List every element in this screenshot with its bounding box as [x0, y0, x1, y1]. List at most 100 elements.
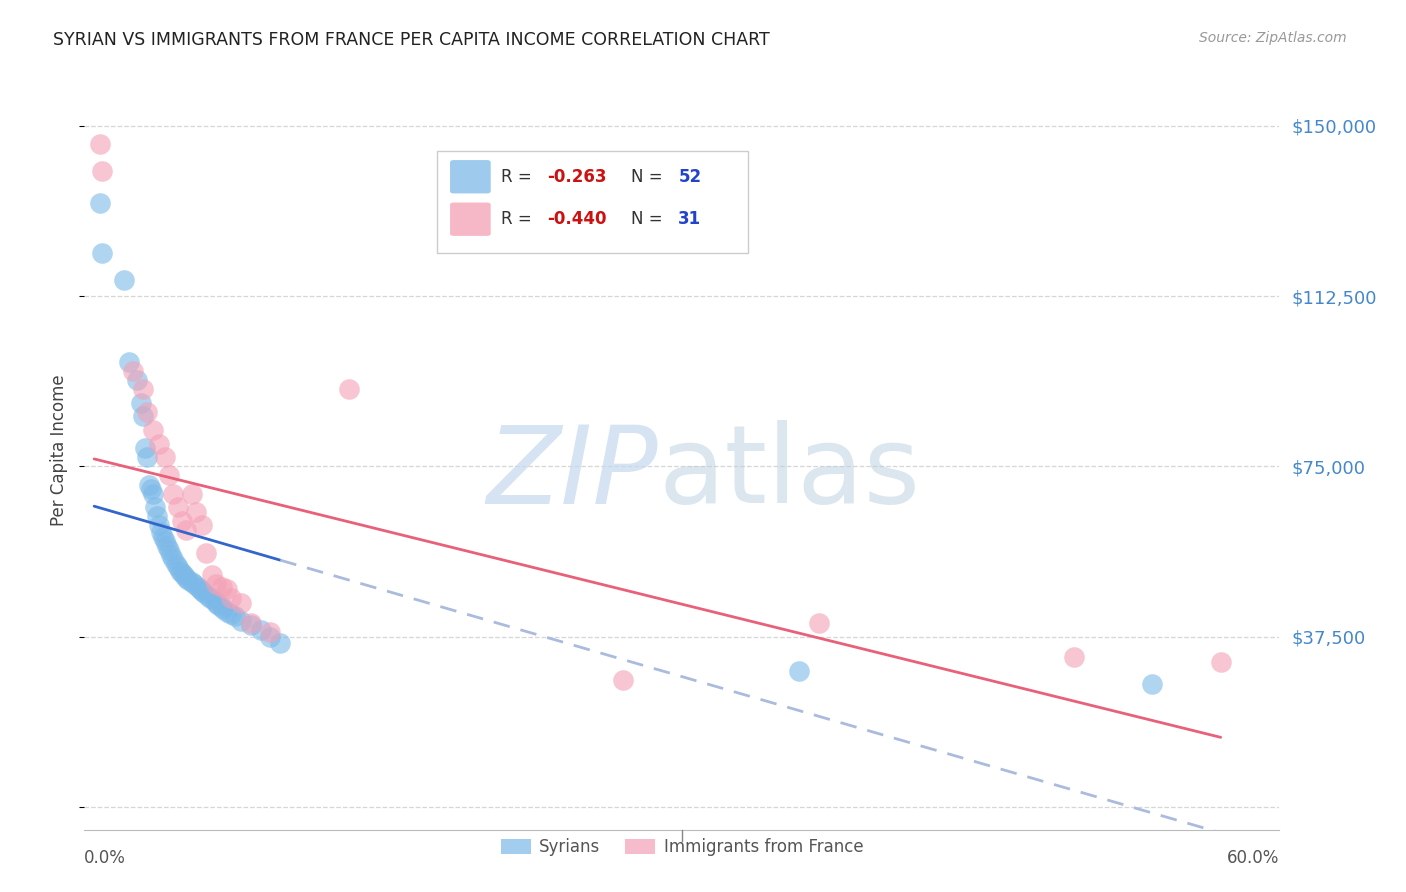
Point — [132, 382, 155, 396]
Text: 52: 52 — [678, 168, 702, 186]
Point — [172, 566, 194, 580]
Point — [142, 486, 165, 500]
Point — [259, 630, 281, 644]
Point — [177, 573, 200, 587]
Point — [1209, 655, 1232, 669]
Point — [224, 609, 246, 624]
Point — [187, 580, 209, 594]
Point — [157, 468, 180, 483]
Point — [143, 500, 166, 515]
Point — [148, 518, 170, 533]
Point — [173, 568, 195, 582]
Text: -0.263: -0.263 — [547, 168, 606, 186]
Point — [197, 589, 219, 603]
Text: 0.0%: 0.0% — [84, 848, 127, 866]
Point — [198, 591, 221, 605]
Point — [211, 600, 233, 615]
Point — [136, 450, 159, 465]
Point — [157, 543, 180, 558]
Text: SYRIAN VS IMMIGRANTS FROM FRANCE PER CAPITA INCOME CORRELATION CHART: SYRIAN VS IMMIGRANTS FROM FRANCE PER CAP… — [53, 31, 770, 49]
Point — [112, 273, 135, 287]
Text: R =: R = — [502, 168, 537, 186]
Y-axis label: Per Capita Income: Per Capita Income — [51, 375, 69, 526]
Point — [191, 584, 214, 599]
Point — [221, 591, 243, 605]
Text: R =: R = — [502, 211, 537, 228]
Point — [89, 136, 111, 151]
Point — [194, 546, 217, 560]
Point — [136, 405, 159, 419]
Legend: Syrians, Immigrants from France: Syrians, Immigrants from France — [494, 831, 870, 863]
Point — [183, 577, 205, 591]
Point — [207, 598, 229, 612]
Point — [142, 423, 165, 437]
Text: Source: ZipAtlas.com: Source: ZipAtlas.com — [1199, 31, 1347, 45]
Point — [212, 602, 235, 616]
FancyBboxPatch shape — [450, 202, 491, 235]
Point — [174, 571, 197, 585]
Point — [139, 482, 162, 496]
Point — [146, 509, 169, 524]
Text: 31: 31 — [678, 211, 702, 228]
Point — [162, 552, 184, 566]
Point — [148, 436, 170, 450]
Point — [249, 623, 271, 637]
Point — [153, 450, 176, 465]
Point — [172, 514, 194, 528]
Point — [167, 500, 190, 515]
Point — [191, 518, 214, 533]
Point — [259, 625, 281, 640]
Point — [239, 615, 262, 630]
Point — [204, 596, 226, 610]
FancyBboxPatch shape — [437, 151, 748, 253]
Text: ZIP: ZIP — [486, 421, 658, 525]
Point — [118, 355, 141, 369]
FancyBboxPatch shape — [450, 160, 491, 194]
Point — [89, 196, 111, 211]
Point — [217, 605, 239, 619]
Point — [201, 568, 224, 582]
Point — [229, 614, 252, 628]
Text: -0.440: -0.440 — [547, 211, 606, 228]
Point — [612, 673, 634, 687]
Point — [337, 382, 360, 396]
Point — [789, 664, 811, 678]
Point — [169, 564, 191, 578]
Point — [156, 539, 179, 553]
Text: N =: N = — [630, 211, 668, 228]
Point — [174, 523, 197, 537]
Point — [149, 525, 172, 540]
Point — [152, 530, 174, 544]
Point — [122, 364, 145, 378]
Point — [91, 246, 114, 260]
Point — [211, 580, 233, 594]
Point — [184, 505, 207, 519]
Point — [181, 575, 204, 590]
Point — [217, 582, 239, 596]
Point — [162, 486, 184, 500]
Point — [239, 618, 262, 632]
Point — [188, 582, 211, 596]
Point — [229, 596, 252, 610]
Point — [167, 560, 190, 574]
Text: 60.0%: 60.0% — [1227, 848, 1279, 866]
Point — [181, 486, 204, 500]
Point — [269, 636, 291, 650]
Text: atlas: atlas — [658, 420, 920, 526]
Point — [91, 164, 114, 178]
Point — [153, 534, 176, 549]
Point — [165, 557, 187, 571]
Point — [138, 477, 160, 491]
Point — [1063, 650, 1085, 665]
Point — [134, 441, 156, 455]
Text: N =: N = — [630, 168, 668, 186]
Point — [202, 593, 225, 607]
Point — [132, 409, 155, 424]
Point — [127, 373, 149, 387]
Point — [159, 548, 181, 562]
Point — [129, 396, 152, 410]
Point — [808, 615, 831, 630]
Point — [1140, 677, 1163, 691]
Point — [221, 607, 243, 621]
Point — [193, 586, 215, 600]
